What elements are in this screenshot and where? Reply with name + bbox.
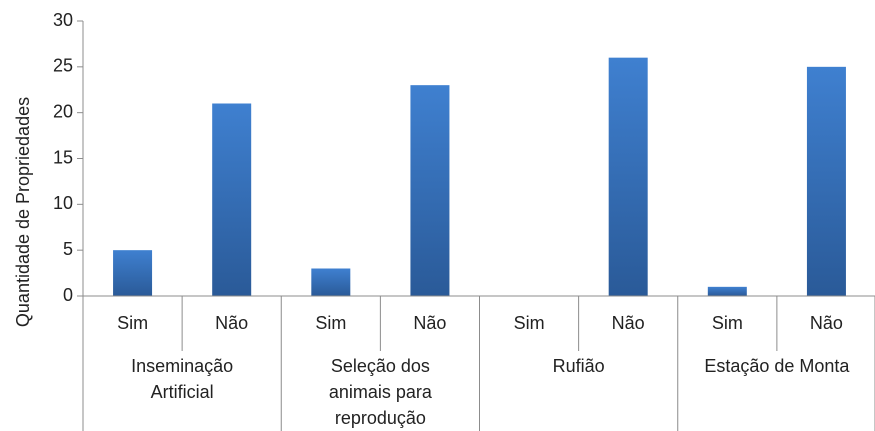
y-tick-label: 25: [53, 56, 73, 76]
category-label: Não: [810, 313, 843, 333]
category-label: Sim: [514, 313, 545, 333]
group-label: Rufião: [553, 356, 605, 376]
category-label: Sim: [712, 313, 743, 333]
category-label: Não: [215, 313, 248, 333]
category-label: Sim: [315, 313, 346, 333]
bars: [113, 57, 846, 297]
y-tick-label: 20: [53, 101, 73, 121]
group-label: animais para: [329, 382, 433, 402]
bar-1-1: [410, 85, 450, 297]
y-tick-label: 30: [53, 10, 73, 30]
group-label: Seleção dos: [331, 356, 430, 376]
y-tick-label: 5: [63, 239, 73, 259]
group-label: Estação de Monta: [704, 356, 850, 376]
y-tick-label: 0: [63, 285, 73, 305]
bar-1-0: [311, 268, 351, 296]
bar-3-1: [806, 66, 846, 296]
group-label: Artificial: [151, 382, 214, 402]
bar-0-1: [212, 103, 252, 296]
group-label: reprodução: [335, 408, 426, 428]
category-label: Não: [413, 313, 446, 333]
x-axis: Sim Não Inseminação Artificial Sim Não Seleção…: [82, 295, 875, 431]
bar-0-0: [113, 250, 153, 296]
category-label: Sim: [117, 313, 148, 333]
y-tick-label: 15: [53, 147, 73, 167]
y-axis-title: Quantidade de Propriedades: [13, 97, 33, 327]
category-label: Não: [612, 313, 645, 333]
bar-2-1: [608, 57, 648, 296]
bar-3-0: [707, 286, 747, 296]
group-label: Inseminação: [131, 356, 233, 376]
y-axis: 0 5 10 15 20 25 30: [53, 10, 84, 305]
y-tick-label: 10: [53, 193, 73, 213]
